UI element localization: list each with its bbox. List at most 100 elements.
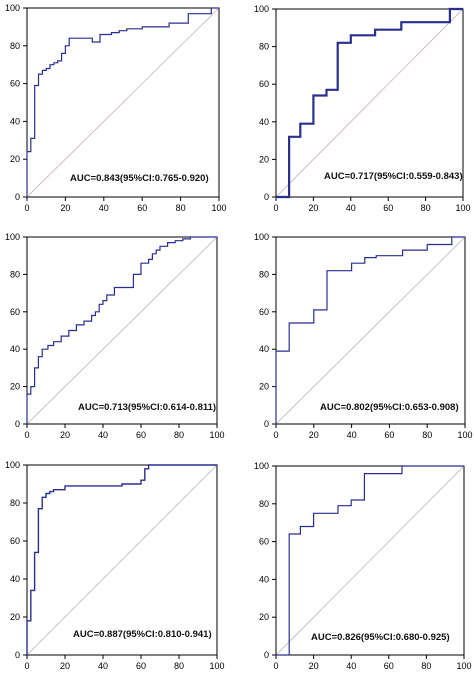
- x-tick-label: 60: [384, 430, 394, 440]
- x-tick-label: 100: [457, 430, 472, 440]
- y-tick-label: 80: [259, 269, 269, 279]
- y-tick-label: 80: [10, 498, 20, 508]
- y-tick-label: 100: [254, 4, 269, 14]
- y-tick-label: 40: [10, 574, 20, 584]
- y-tick-label: 60: [259, 537, 269, 547]
- roc-panel-3: 0 20 40 60 80 100 0 20 40 60 80 100 AUC=0.713(95%CI:…: [5, 232, 225, 440]
- roc-curve: [276, 465, 464, 656]
- reference-diagonal: [26, 464, 218, 656]
- roc-panel-5: 0 20 40 60 80 100 0 20 40 60 80 100 AUC=0.887(95%CI:…: [5, 460, 225, 671]
- x-tick-label: 80: [174, 661, 184, 671]
- y-tick-label: 20: [259, 382, 269, 392]
- auc-annotation: AUC=0.717(95%CI:0.559-0.843): [324, 171, 463, 182]
- x-tick-label: 40: [347, 430, 357, 440]
- x-tick-label: 0: [24, 203, 29, 213]
- y-tick-label: 100: [5, 460, 20, 470]
- x-tick-label: 0: [273, 661, 278, 671]
- auc-annotation: AUC=0.843(95%CI:0.765-0.920): [70, 173, 209, 184]
- plot-frame: [275, 465, 465, 656]
- roc-panel-1: 0 20 40 60 80 100 0 20 40 60 80 100 AUC=0.843(95%CI:…: [5, 3, 227, 213]
- x-tick-label: 0: [24, 661, 29, 671]
- reference-diagonal: [275, 8, 464, 198]
- y-tick-label: 60: [259, 79, 269, 89]
- x-tick-label: 20: [60, 203, 70, 213]
- x-tick-label: 0: [273, 430, 278, 440]
- x-tick-label: 100: [455, 203, 470, 213]
- x-tick-label: 80: [422, 430, 432, 440]
- y-tick-label: 60: [10, 307, 20, 317]
- y-tick-label: 80: [259, 42, 269, 52]
- y-tick-label: 40: [259, 117, 269, 127]
- plot-frame: [26, 236, 218, 425]
- x-tick-label: 40: [98, 430, 108, 440]
- x-tick-label: 100: [211, 203, 226, 213]
- x-tick-label: 40: [99, 203, 109, 213]
- y-tick-label: 0: [15, 192, 20, 202]
- x-tick-label: 80: [421, 203, 431, 213]
- y-tick-label: 40: [259, 574, 269, 584]
- y-tick-label: 80: [259, 499, 269, 509]
- y-tick-label: 100: [254, 232, 269, 242]
- roc-curve: [26, 464, 217, 655]
- auc-annotation: AUC=0.802(95%CI:0.653-0.908): [320, 402, 459, 413]
- y-tick-label: 80: [10, 41, 20, 51]
- roc-curve: [276, 7, 463, 199]
- y-tick-label: 20: [10, 154, 20, 164]
- roc-curve: [275, 236, 465, 424]
- x-tick-label: 40: [346, 203, 356, 213]
- x-tick-label: 40: [98, 661, 108, 671]
- y-tick-label: 20: [10, 382, 20, 392]
- reference-diagonal: [275, 236, 466, 425]
- roc-panel-4: 0 20 40 60 80 100 0 20 40 60 80 100 AUC=0.802(95%CI:…: [254, 232, 473, 440]
- x-tick-label: 20: [309, 661, 319, 671]
- x-tick-label: 20: [60, 430, 70, 440]
- x-tick-label: 0: [273, 203, 278, 213]
- y-tick-label: 40: [259, 344, 269, 354]
- x-tick-label: 20: [309, 430, 319, 440]
- y-tick-label: 60: [10, 536, 20, 546]
- plot-frame: [26, 7, 220, 198]
- y-tick-label: 0: [15, 650, 20, 660]
- y-tick-label: 20: [10, 612, 20, 622]
- x-tick-label: 60: [383, 203, 393, 213]
- x-tick-label: 20: [308, 203, 318, 213]
- x-tick-label: 40: [346, 661, 356, 671]
- x-tick-label: 0: [24, 430, 29, 440]
- reference-diagonal: [26, 7, 220, 198]
- y-tick-label: 100: [5, 232, 20, 242]
- x-tick-label: 80: [176, 203, 186, 213]
- y-tick-label: 20: [259, 612, 269, 622]
- x-tick-label: 100: [209, 430, 224, 440]
- reference-diagonal: [275, 465, 465, 656]
- roc-panel-6: 0 20 40 60 80 100 0 20 40 60 80 100 AUC=0.826(95%CI:…: [254, 461, 472, 671]
- y-tick-label: 80: [10, 269, 20, 279]
- x-tick-label: 80: [421, 661, 431, 671]
- x-tick-label: 100: [209, 661, 224, 671]
- roc-curve: [26, 236, 217, 424]
- auc-annotation: AUC=0.826(95%CI:0.680-0.925): [311, 632, 450, 643]
- x-tick-label: 20: [60, 661, 70, 671]
- reference-diagonal: [26, 236, 218, 425]
- x-tick-label: 60: [137, 203, 147, 213]
- x-tick-label: 60: [384, 661, 394, 671]
- plot-frame: [275, 8, 464, 198]
- y-tick-label: 40: [10, 116, 20, 126]
- y-tick-label: 0: [264, 650, 269, 660]
- y-tick-label: 60: [10, 79, 20, 89]
- y-tick-label: 0: [15, 419, 20, 429]
- x-tick-label: 60: [136, 430, 146, 440]
- auc-annotation: AUC=0.713(95%CI:0.614-0.811): [78, 402, 216, 413]
- plot-frame: [26, 464, 218, 656]
- y-tick-label: 0: [264, 192, 269, 202]
- y-tick-label: 20: [259, 154, 269, 164]
- y-tick-label: 100: [5, 3, 20, 13]
- y-tick-label: 40: [10, 344, 20, 354]
- y-tick-label: 0: [264, 419, 269, 429]
- x-tick-label: 80: [174, 430, 184, 440]
- roc-panel-2: 0 20 40 60 80 100 0 20 40 60 80 100 AUC=0.717(95%CI:…: [254, 4, 471, 213]
- plot-frame: [275, 236, 466, 425]
- x-tick-label: 60: [136, 661, 146, 671]
- x-tick-label: 100: [456, 661, 471, 671]
- y-tick-label: 100: [254, 461, 269, 471]
